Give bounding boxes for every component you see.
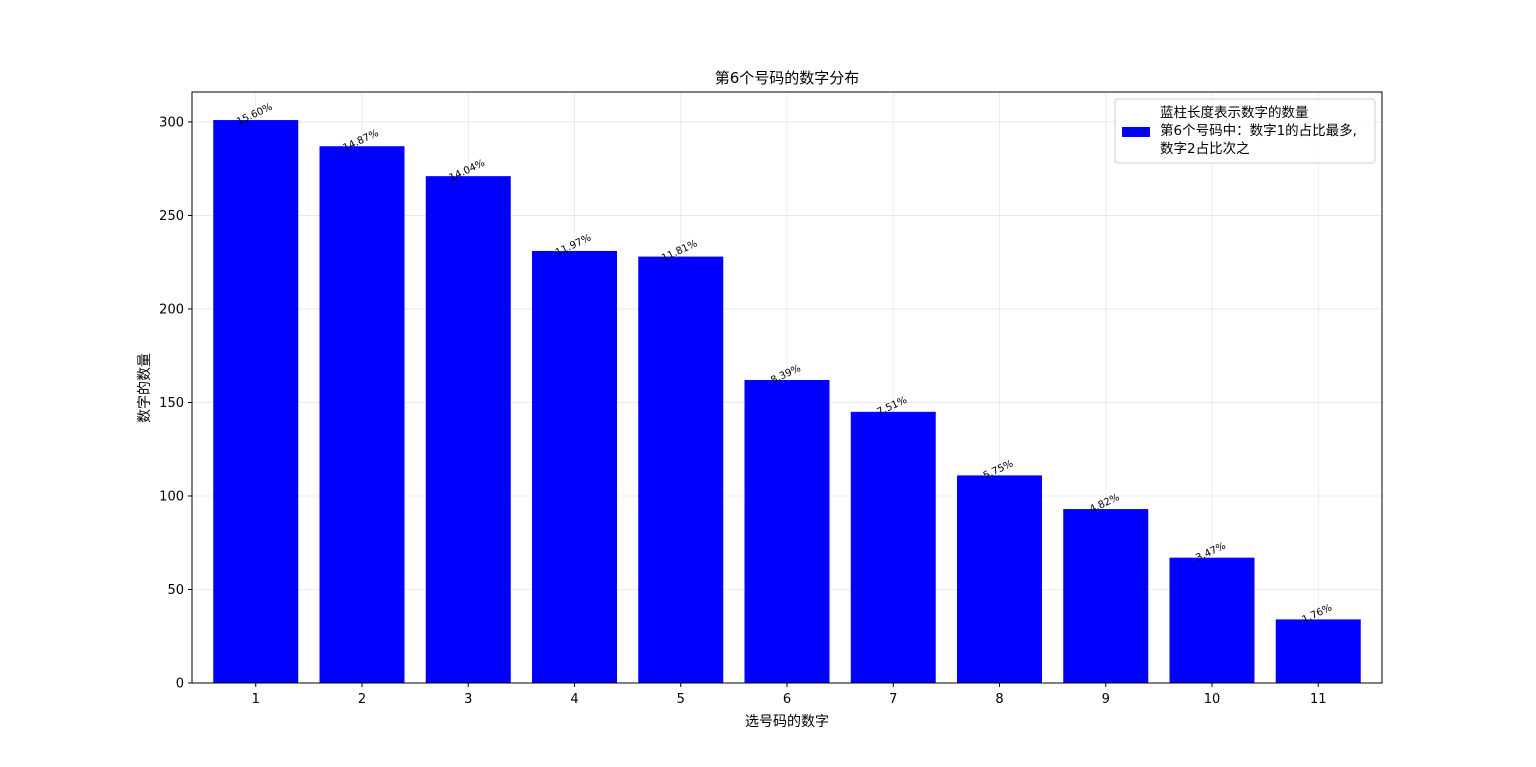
x-tick-label-11: 11 [1310, 692, 1327, 707]
y-tick-label-150: 150 [159, 396, 184, 411]
bar-5 [638, 256, 724, 683]
x-tick-label-7: 7 [889, 692, 897, 707]
bar-8 [957, 475, 1042, 683]
y-ticks-layer: 0 50 100 150 200 250 300 [159, 115, 192, 692]
bar-9 [1063, 509, 1149, 683]
chart-title: 第6个号码的数字分布 [715, 69, 860, 87]
x-tick-label-3: 3 [464, 692, 472, 707]
bar-1 [213, 120, 299, 684]
x-tick-label-8: 8 [995, 692, 1003, 707]
x-tick-label-2: 2 [358, 692, 366, 707]
x-tick-label-5: 5 [677, 692, 685, 707]
x-tick-label-6: 6 [783, 692, 791, 707]
y-tick-label-50: 50 [167, 583, 184, 598]
y-tick-label-0: 0 [176, 677, 184, 692]
legend-box [1114, 98, 1376, 164]
bar-2 [319, 146, 405, 684]
x-axis-label: 选号码的数字 [745, 714, 829, 730]
bar-3 [425, 176, 511, 684]
y-tick-label-300: 300 [159, 115, 184, 130]
bar-7 [850, 411, 936, 683]
legend: 蓝柱长度表示数字的数量 第6个号码中：数字1的占比最多, 数字2占比次之 [1114, 98, 1376, 164]
x-tick-label-9: 9 [1102, 692, 1110, 707]
y-axis-label: 数字的数量 [137, 353, 153, 423]
bar-6 [744, 380, 830, 683]
legend-swatch [1122, 127, 1150, 137]
bar-10 [1169, 557, 1255, 683]
legend-line-1: 蓝柱长度表示数字的数量 [1160, 105, 1309, 121]
x-ticks-layer: 1 2 3 4 5 6 7 8 9 10 11 [252, 683, 1327, 707]
bar-11 [1275, 619, 1361, 683]
y-tick-label-250: 250 [159, 209, 184, 224]
bar-4 [532, 250, 617, 684]
y-tick-label-100: 100 [159, 489, 184, 504]
x-tick-label-4: 4 [570, 692, 578, 707]
legend-line-3: 数字2占比次之 [1160, 141, 1250, 157]
x-tick-label-10: 10 [1204, 692, 1221, 707]
x-tick-label-1: 1 [252, 692, 260, 707]
bars-layer [213, 120, 1361, 684]
y-tick-label-200: 200 [159, 302, 184, 317]
legend-line-2: 第6个号码中：数字1的占比最多, [1160, 122, 1357, 139]
